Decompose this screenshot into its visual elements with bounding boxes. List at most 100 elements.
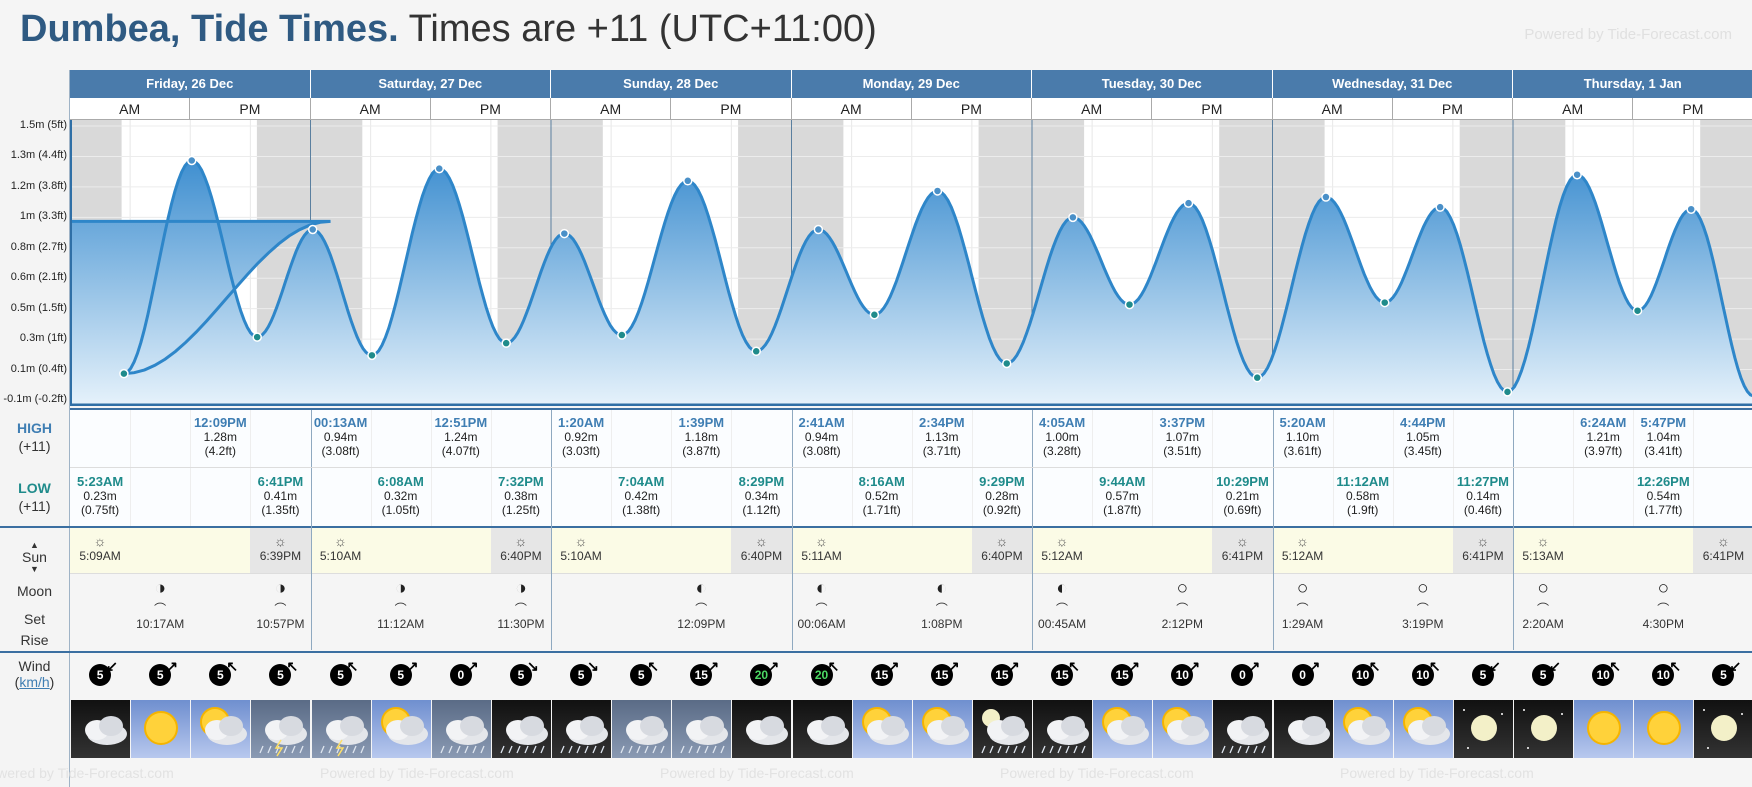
wind-direction-icon: ↗: [1308, 658, 1321, 674]
sunset-cell: ☼ 6:40PM: [972, 533, 1032, 563]
high-tide-point: [187, 155, 197, 166]
rain-day-weather-icon: [431, 700, 491, 758]
sunset-cell: ☼ 6:41PM: [1693, 533, 1752, 563]
wind-cell: 5 ↖: [190, 658, 250, 686]
wind-cell: 10 ↖: [1393, 658, 1453, 686]
high-tide-cell: 00:13AM 0.94m (3.08ft): [313, 415, 368, 459]
sunrise-icon: ☼: [93, 533, 107, 549]
am-label: AM: [791, 98, 912, 120]
col-line: [911, 410, 913, 526]
high-tide-cell: 5:47PM 1.04m (3.41ft): [1640, 415, 1687, 459]
day-column-line: [791, 410, 793, 650]
moonrise-icon: ⌒: [695, 602, 708, 616]
moon-phase-icon: ◑: [154, 578, 166, 599]
col-line: [130, 410, 132, 526]
wind-speed-badge: 5: [389, 664, 412, 686]
night-cloudy-weather-icon: [71, 700, 130, 758]
pm-label: PM: [190, 98, 311, 120]
low-label: LOW: [18, 480, 51, 496]
high-tide-point: [1572, 169, 1582, 180]
wind-direction-icon: ↙: [1488, 658, 1501, 674]
powered-by-text: Powered by Tide-Forecast.com: [0, 765, 174, 781]
moon-cell: ○ ⌒ 3:19PM: [1393, 578, 1453, 632]
moon-phase-icon: ○: [1176, 578, 1189, 599]
partly-cloudy-weather-icon: [191, 700, 251, 758]
sunset-cell-bg: [490, 528, 551, 573]
sunny-weather-icon: [131, 700, 191, 758]
moon-cell: ◑ ⌒ 10:57PM: [250, 578, 310, 632]
sunset-cell: ☼ 6:39PM: [250, 533, 310, 563]
wind-speed-badge: 10: [1171, 664, 1194, 686]
wind-direction-icon: ↗: [466, 658, 479, 674]
low-tide-point: [1252, 372, 1263, 383]
high-tide-cell: 4:44PM 1.05m (3.45ft): [1400, 415, 1446, 459]
wind-direction-icon: ↗: [1007, 658, 1020, 674]
high-tz-label: (+11): [18, 438, 51, 454]
col-line: [851, 410, 853, 526]
wind-cell: 0 ↗: [1212, 658, 1272, 686]
wind-speed-badge: 15: [1111, 664, 1134, 686]
low-tide-cell: 11:27PM 0.14m (0.46ft): [1456, 474, 1509, 518]
sunrise-cell: ☼ 5:10AM: [551, 533, 611, 563]
moon-label: Moon: [16, 583, 53, 599]
day-header: Tuesday, 30 Dec: [1032, 70, 1273, 98]
wind-direction-icon: ↙: [1729, 658, 1742, 674]
day-header: Friday, 26 Dec: [70, 70, 311, 98]
moon-phase-icon: ○: [1417, 578, 1429, 599]
low-tide-point: [501, 338, 511, 348]
wind-cell: 15 ↗: [852, 658, 912, 686]
col-line: [1332, 410, 1334, 526]
wind-speed-badge: 5: [509, 664, 532, 686]
sun-cloud-weather-icon: [1333, 700, 1393, 758]
moon-phase-icon: ○: [1657, 578, 1670, 599]
low-tide-cell: 10:29PM 0.21m (0.69ft): [1216, 474, 1269, 518]
moon-rise-label: Rise: [20, 632, 49, 648]
wind-cell: 5 ↙: [70, 658, 130, 686]
pm-label: PM: [1633, 98, 1752, 120]
col-line: [1092, 410, 1094, 526]
pm-label: PM: [1392, 98, 1513, 120]
sunset-icon: ☼: [514, 533, 528, 549]
tide-line: [70, 158, 1752, 397]
moon-cell: ○ ⌒ 2:20AM: [1513, 579, 1573, 632]
high-tide-point: [813, 224, 824, 235]
moonrise-icon: ⌒: [1416, 602, 1429, 616]
col-line: [731, 410, 733, 526]
wind-speed-badge: 15: [870, 664, 893, 686]
wind-cell: 5 ↙: [1453, 658, 1513, 686]
high-tide-point: [1068, 212, 1078, 223]
wind-direction-icon: ↗: [406, 658, 419, 674]
moon-phase-icon: ◐: [936, 578, 948, 599]
high-tide-cell: 12:09PM 1.28m (4.2ft): [193, 415, 247, 459]
day-header: Monday, 29 Dec: [791, 70, 1032, 98]
wind-direction-icon: ↖: [226, 658, 239, 674]
high-tide-cell: 1:20AM 0.92m (3.03ft): [557, 415, 605, 459]
y-tick-label: -0.1m (-0.2ft): [3, 393, 67, 405]
wind-direction-icon: ↖: [647, 658, 659, 674]
am-label: AM: [70, 98, 191, 120]
col-line: [250, 410, 252, 526]
moonset-icon: ⌒: [514, 602, 527, 616]
wind-cell: 5 ↖: [611, 658, 671, 686]
sunset-cell-bg: [1693, 528, 1752, 573]
wind-direction-icon: ↗: [1128, 658, 1140, 674]
moon-cell: ◑ ⌒ 10:17AM: [130, 578, 190, 632]
day-header: Saturday, 27 Dec: [310, 70, 551, 98]
wind-cell: 0 ↗: [431, 658, 491, 686]
low-tide-cell: 5:23AM 0.23m (0.75ft): [76, 474, 124, 518]
moonset-icon: ⌒: [1056, 602, 1069, 616]
moon-phase-icon: ◑: [274, 578, 287, 599]
wind-direction-icon: ↖: [346, 658, 359, 674]
wind-speed-badge: 10: [1652, 664, 1675, 686]
wind-cell: 15 ↗: [1092, 658, 1152, 686]
wind-direction-icon: ↖: [1428, 658, 1441, 674]
y-tick-label: 1.2m (3.8ft): [10, 179, 67, 192]
sunrise-cell: ☼ 5:12AM: [1032, 533, 1092, 563]
wind-unit-link[interactable]: (km/h): [14, 674, 55, 690]
low-tide-point: [252, 332, 262, 342]
powered-by-top: Powered by Tide-Forecast.com: [1524, 26, 1732, 43]
moon-cell: ◐ ⌒ 00:45AM: [1032, 579, 1092, 632]
moon-cell: ○ ⌒ 4:30PM: [1633, 578, 1693, 632]
sunrise-cell: ☼ 5:12AM: [1273, 533, 1333, 563]
high-tide-cell: 1:39PM 1.18m (3.87ft): [678, 415, 725, 459]
